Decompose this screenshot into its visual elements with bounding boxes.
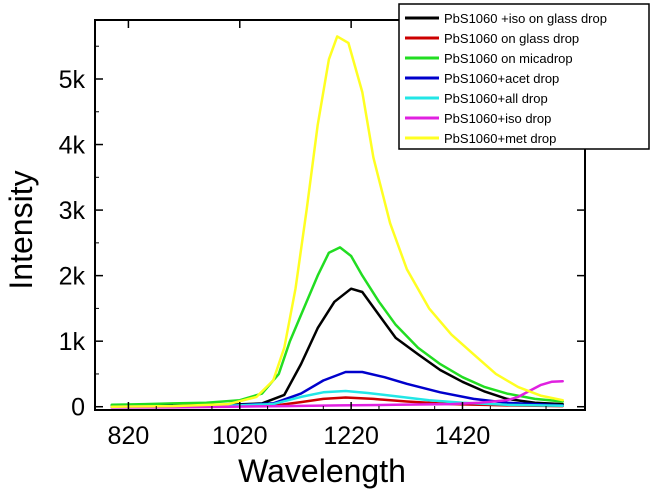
legend-label-4: PbS1060+all drop bbox=[444, 91, 548, 106]
series-line-6 bbox=[110, 35, 564, 408]
series-line-2 bbox=[110, 246, 564, 407]
legend-label-6: PbS1060+met drop bbox=[444, 131, 556, 146]
y-tick-label-1: 1k bbox=[59, 328, 86, 356]
legend-label-0: PbS1060 +iso on glass drop bbox=[444, 11, 607, 26]
legend-label-1: PbS1060 on glass drop bbox=[444, 31, 579, 46]
axis-layer: 820 1020 1220 1420 0 1k 2k 3k 4k 5k bbox=[59, 20, 585, 450]
y-tick-label-0: 0 bbox=[71, 394, 85, 422]
x-tick-label-2: 1220 bbox=[323, 422, 379, 450]
x-axis-title: Wavelength bbox=[238, 453, 406, 489]
y-tick-label-5: 5k bbox=[59, 66, 86, 94]
legend-label-5: PbS1060+iso drop bbox=[444, 111, 551, 126]
series-layer bbox=[110, 35, 564, 409]
legend: PbS1060 +iso on glass drop PbS1060 on gla… bbox=[398, 3, 650, 150]
y-tick-label-2: 2k bbox=[59, 263, 86, 291]
y-tick-label-4: 4k bbox=[59, 132, 86, 160]
legend-box bbox=[398, 3, 650, 150]
series-line-5 bbox=[110, 379, 564, 409]
x-tick-label-1: 1020 bbox=[212, 422, 268, 450]
legend-label-3: PbS1060+acet drop bbox=[444, 71, 559, 86]
plot-frame bbox=[94, 19, 586, 411]
x-tick-label-0: 820 bbox=[108, 422, 150, 450]
y-tick-label-3: 3k bbox=[59, 197, 86, 225]
legend-label-2: PbS1060 on micadrop bbox=[444, 51, 573, 66]
y-axis-title: Intensity bbox=[3, 170, 39, 289]
x-tick-label-3: 1420 bbox=[435, 422, 491, 450]
